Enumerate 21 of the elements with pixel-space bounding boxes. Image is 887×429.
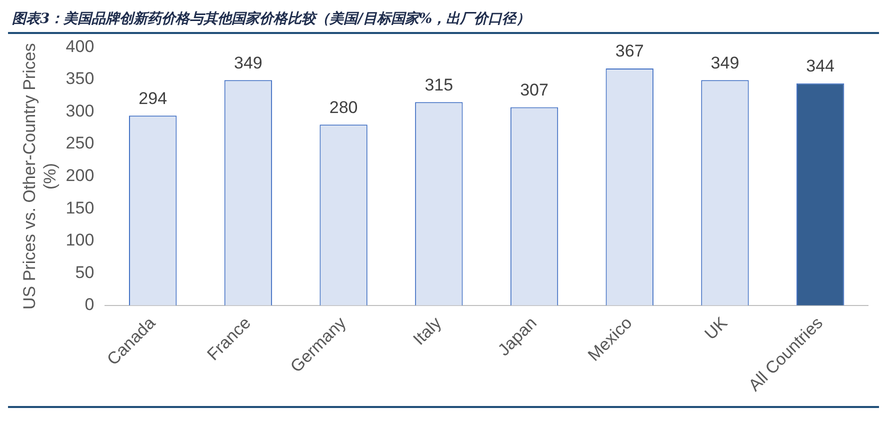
y-axis-title: US Prices vs. Other-Country Prices (%) (20, 43, 60, 310)
x-tick-label: UK (700, 312, 732, 344)
data-label: 367 (615, 42, 644, 61)
y-tick-label: 300 (66, 101, 94, 120)
y-tick-label: 350 (66, 69, 94, 88)
y-tick-label: 100 (66, 230, 94, 250)
data-label: 280 (329, 98, 358, 117)
y-tick-label: 150 (66, 198, 94, 218)
y-tick-label: 0 (84, 295, 94, 314)
y-tick-label: 50 (75, 262, 94, 282)
data-label: 349 (234, 53, 262, 72)
x-tick-label: Italy (410, 313, 446, 349)
y-tick-label: 400 (66, 36, 94, 56)
data-label: 307 (520, 80, 548, 100)
data-label: 294 (138, 88, 168, 108)
data-label: 349 (710, 53, 740, 72)
y-tick-label: 200 (66, 166, 94, 185)
data-label: 315 (424, 75, 454, 94)
y-tick-label: 250 (66, 134, 94, 153)
chart-title: 图表3：美国品牌创新药价格与其他国家价格比较（美国/目标国家%，出厂价口径） (8, 8, 879, 34)
data-label: 344 (806, 56, 835, 76)
